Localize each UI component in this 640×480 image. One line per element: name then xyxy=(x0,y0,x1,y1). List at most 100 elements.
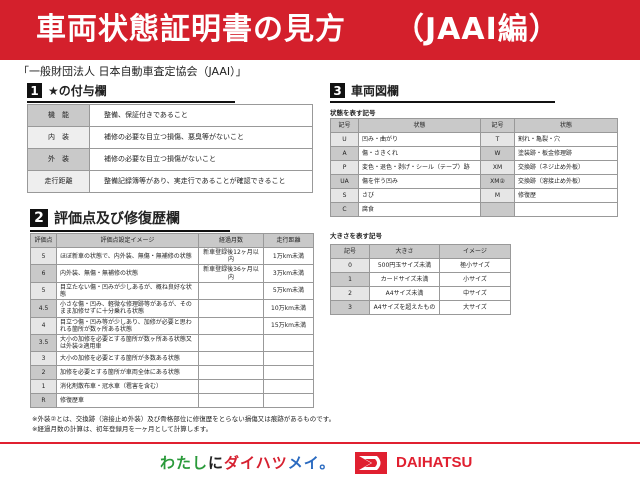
organization-name: 「一般財団法人 日本自動車査定協会（JAAI）」 xyxy=(18,65,247,78)
table-cell: 5万km未満 xyxy=(263,281,314,301)
table-cell: S xyxy=(330,188,359,203)
table-row: 5 目立たない傷・凹みが少しあるが、概ね良好な状態 5万km未満 xyxy=(30,281,314,301)
table-cell: 10万km未満 xyxy=(263,299,314,318)
notes: ※外装②とは、交換跡（溶接止め外装）及び骨格部位に修復歴をとらない損傷又は痕跡が… xyxy=(32,415,336,433)
table-cell: 割れ・亀裂・穴 xyxy=(514,132,618,147)
section3-heading: 3 車両図欄 xyxy=(330,82,555,103)
table-cell: 極小サイズ xyxy=(439,258,511,273)
state-symbol-table: 記号 状態 記号 状態 U 凹み・曲がり T 割れ・亀裂・穴 A 傷・さきくれ W 塗装跡・板金修理跡… xyxy=(330,118,618,217)
table-cell: 交換跡（溶接止め外板） xyxy=(514,174,618,189)
table-cell xyxy=(198,316,264,335)
table-row: 外 装補修の必要な目立つ損傷がないこと xyxy=(27,148,313,171)
table-cell: 4 xyxy=(30,316,57,335)
table-cell: 目立つ傷・凹み等が少しあり、加修が必要と思われる箇所が数ヶ所ある状態 xyxy=(56,316,199,335)
column-header: 大きさ xyxy=(369,244,440,259)
table-row: 2 加修を必要とする箇所が車両全体にある状態 xyxy=(30,365,314,381)
table-cell: 500円玉サイズ未満 xyxy=(369,258,440,273)
table-cell: 腐食 xyxy=(358,202,481,217)
table-row: 内 装補修の必要な目立つ損傷、悪臭等がないこと xyxy=(27,126,313,149)
column-header: 評価点 xyxy=(30,233,57,248)
row-label: 走行距離 xyxy=(27,170,90,193)
column-header: イメージ xyxy=(439,244,511,259)
table-cell: 4.5 xyxy=(30,299,57,318)
table-cell: 大小の加修を必要とする箇所が数ヶ所ある状態又は外装②適用車 xyxy=(56,333,199,353)
table-cell xyxy=(198,365,264,381)
column-header: 状態 xyxy=(358,118,481,133)
table-cell: W xyxy=(480,146,515,161)
table-row: A 傷・さきくれ W 塗装跡・板金修理跡 xyxy=(330,146,618,161)
page-header: 車両状態証明書の見方 （JAAI編） xyxy=(0,0,640,60)
table-cell: A4サイズ未満 xyxy=(369,286,440,301)
table-cell: R xyxy=(30,393,57,409)
table-cell xyxy=(263,351,314,367)
table-cell: UA xyxy=(330,174,359,189)
table-cell: 5 xyxy=(30,281,57,301)
table-cell: 凹み・曲がり xyxy=(358,132,481,147)
brand-name: DAIHATSU xyxy=(396,454,473,471)
table-cell: XM② xyxy=(480,174,515,189)
table-cell xyxy=(198,333,264,353)
table-cell: 修復歴 xyxy=(514,188,618,203)
table-cell: 1 xyxy=(330,272,370,287)
size-caption: 大きさを表す記号 xyxy=(330,232,382,240)
table-row: U 凹み・曲がり T 割れ・亀裂・穴 xyxy=(330,132,618,147)
table-cell: 小サイズ xyxy=(439,272,511,287)
table-cell: A4サイズを超えたもの xyxy=(369,300,440,315)
table-cell: 5 xyxy=(30,246,57,266)
state-caption: 状態を表す記号 xyxy=(330,109,376,117)
table-cell: 0 xyxy=(330,258,370,273)
table-cell: さび xyxy=(358,188,481,203)
row-label: 機 能 xyxy=(27,104,90,127)
column-header: 記号 xyxy=(330,244,370,259)
rating-table: 評価点 評価点設定イメージ 経過月数 走行距離 5 ほぼ新車の状態で、内外装、無傷・無補修… xyxy=(30,233,314,409)
table-cell: 塗装跡・板金修理跡 xyxy=(514,146,618,161)
column-header: 経過月数 xyxy=(198,233,264,248)
row-label: 外 装 xyxy=(27,148,90,171)
column-header: 記号 xyxy=(480,118,515,133)
table-cell: 中サイズ xyxy=(439,286,511,301)
table-cell: 傷を伴う凹み xyxy=(358,174,481,189)
table-cell: 目立たない傷・凹みが少しあるが、概ね良好な状態 xyxy=(56,281,199,301)
star-table: 機 能整備、保証付きであること内 装補修の必要な目立つ損傷、悪臭等がないこと外 … xyxy=(27,104,313,193)
table-row: 3 大小の加修を必要とする箇所が多数ある状態 xyxy=(30,351,314,367)
section1-heading: 1 ★の付与欄 xyxy=(27,82,235,103)
slogan-logo: わたしにダイハツメイ。 xyxy=(160,454,336,472)
table-cell: 15万km未満 xyxy=(263,316,314,335)
table-row: P 変色・退色・剥げ・シール（テープ）跡 XM 交換跡（ネジ止め外板） xyxy=(330,160,618,175)
section2-heading: 2 評価点及び修復歴欄 xyxy=(30,208,230,232)
table-cell: 2 xyxy=(30,365,57,381)
table-cell xyxy=(263,333,314,353)
table-cell: 交換跡（ネジ止め外板） xyxy=(514,160,618,175)
table-cell: 1 xyxy=(30,379,57,395)
table-cell: 加修を必要とする箇所が車両全体にある状態 xyxy=(56,365,199,381)
table-row: 1 カードサイズ未満 小サイズ xyxy=(330,272,511,287)
divider xyxy=(0,442,640,444)
table-cell: M xyxy=(480,188,515,203)
table-row: 6 内外装、無傷・無補修の状態 新車登録後36ヶ月以内 3万km未満 xyxy=(30,264,314,283)
table-cell: 新車登録後12ヶ月以内 xyxy=(198,246,264,266)
table-cell: 大小の加修を必要とする箇所が多数ある状態 xyxy=(56,351,199,367)
table-row: 2 A4サイズ未満 中サイズ xyxy=(330,286,511,301)
table-cell: 3万km未満 xyxy=(263,264,314,283)
table-row: 3 A4サイズを超えたもの 大サイズ xyxy=(330,300,511,315)
table-row: 5 ほぼ新車の状態で、内外装、無傷・無補修の状態 新車登録後12ヶ月以内 1万km未満 xyxy=(30,246,314,266)
row-value: 整備、保証付きであること xyxy=(89,104,313,127)
table-cell: 内外装、無傷・無補修の状態 xyxy=(56,264,199,283)
table-cell xyxy=(198,281,264,301)
row-value: 整備記録簿等があり、実走行であることが確認できること xyxy=(89,170,313,193)
column-header: 評価点設定イメージ xyxy=(56,233,199,248)
daihatsu-mark-icon xyxy=(355,452,387,474)
row-label: 内 装 xyxy=(27,126,90,149)
table-row: C 腐食 xyxy=(330,202,618,217)
table-cell: 6 xyxy=(30,264,57,283)
table-cell: ほぼ新車の状態で、内外装、無傷・無補修の状態 xyxy=(56,246,199,266)
table-cell: 変色・退色・剥げ・シール（テープ）跡 xyxy=(358,160,481,175)
table-cell: T xyxy=(480,132,515,147)
table-row: 4 目立つ傷・凹み等が少しあり、加修が必要と思われる箇所が数ヶ所ある状態 15万km… xyxy=(30,316,314,335)
table-cell: 消化剤散布車・冠水車（雹害を含む） xyxy=(56,379,199,395)
table-cell xyxy=(263,365,314,381)
table-cell xyxy=(198,351,264,367)
table-cell: 修復歴車 xyxy=(56,393,199,409)
table-cell: 小さな傷・凹み、軽微な修理跡等があるが、そのまま加修せずに十分乗れる状態 xyxy=(56,299,199,318)
table-cell: 大サイズ xyxy=(439,300,511,315)
